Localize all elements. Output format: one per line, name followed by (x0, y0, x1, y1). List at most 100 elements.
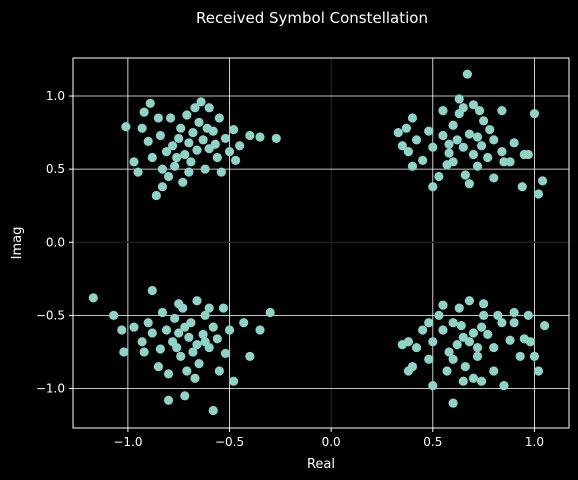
scatter-point (428, 337, 438, 347)
scatter-point (198, 135, 208, 145)
scatter-point (170, 161, 180, 171)
scatter-point (119, 347, 129, 357)
scatter-point (499, 157, 509, 167)
plot-frame (72, 57, 570, 429)
scatter-point (468, 149, 479, 160)
scatter-point (418, 325, 428, 335)
scatter-point (190, 373, 200, 383)
scatter-point (204, 103, 214, 113)
x-tick-label: 1.0 (525, 435, 544, 449)
scatter-point (497, 318, 507, 328)
scatter-points (88, 69, 550, 416)
scatter-point (172, 152, 182, 163)
scatter-point (139, 107, 149, 117)
scatter-point (509, 318, 519, 328)
scatter-point (133, 167, 143, 177)
scatter-point (424, 126, 434, 136)
scatter-point (235, 141, 245, 151)
scatter-point (493, 310, 503, 320)
scatter-point (218, 303, 229, 313)
scatter-point (129, 157, 139, 167)
scatter-point (403, 366, 414, 376)
scatter-point (182, 110, 192, 120)
scatter-point (145, 98, 155, 108)
scatter-point (186, 318, 196, 328)
scatter-point (407, 113, 418, 123)
scatter-point (468, 100, 479, 110)
scatter-point (464, 129, 474, 139)
scatter-point (168, 141, 178, 151)
scatter-point (121, 122, 131, 132)
scatter-point (428, 380, 438, 391)
scatter-point (188, 347, 198, 357)
scatter-point (147, 285, 157, 296)
scatter-point (157, 307, 168, 318)
scatter-point (456, 321, 466, 331)
scatter-point (255, 325, 265, 335)
scatter-point (214, 366, 224, 376)
scatter-point (200, 310, 210, 320)
scatter-point (198, 329, 208, 340)
scatter-point (397, 340, 407, 350)
scatter-point (200, 164, 210, 174)
scatter-point (442, 366, 452, 376)
scatter-point (509, 138, 519, 148)
scatter-point (444, 139, 454, 149)
scatter-point (161, 146, 172, 157)
scatter-point (155, 130, 166, 141)
scatter-point (109, 310, 119, 320)
scatter-point (529, 108, 540, 119)
scatter-point (479, 299, 489, 309)
scatter-point (174, 328, 184, 338)
scatter-point (212, 334, 222, 344)
scatter-point (214, 113, 224, 123)
scatter-point (448, 120, 458, 130)
scatter-point (448, 157, 458, 167)
scatter-point (424, 318, 434, 328)
scatter-point (523, 310, 533, 320)
scatter-point (452, 135, 462, 145)
scatter-point (483, 152, 493, 163)
scatter-point (537, 176, 548, 186)
scatter-point (397, 141, 407, 151)
scatter-point (88, 293, 98, 303)
y-tick-label: 0.0 (46, 235, 65, 249)
scatter-point (411, 135, 422, 145)
scatter-point (509, 307, 519, 318)
scatter-point (472, 342, 483, 353)
scatter-point (174, 133, 184, 144)
x-tick-label: 0.0 (322, 435, 341, 449)
scatter-point (403, 146, 414, 157)
scatter-point (143, 136, 153, 146)
x-tick-label: 0.5 (423, 435, 442, 449)
scatter-point (192, 296, 202, 306)
scatter-point (448, 354, 458, 364)
scatter-point (489, 342, 499, 353)
scatter-point (472, 161, 483, 171)
scatter-point (143, 318, 153, 328)
scatter-point (489, 135, 499, 145)
scatter-point (157, 164, 168, 174)
scatter-point (137, 337, 147, 347)
scatter-point (393, 127, 403, 138)
scatter-point (472, 132, 483, 142)
scatter-point (208, 322, 218, 332)
scatter-point (184, 138, 194, 148)
y-tick-label: 0.5 (46, 162, 65, 176)
scatter-point (194, 359, 204, 369)
scatter-point (184, 332, 194, 342)
y-tick-label: −0.5 (36, 308, 65, 322)
axis-ticks: −1.0 −0.5 0.0 0.5 1.0 −1.0 −0.5 0.0 0.5 1.0 (36, 89, 544, 449)
scatter-point (170, 313, 180, 323)
scatter-point (196, 97, 206, 107)
scatter-point (434, 310, 444, 320)
scatter-point (224, 146, 235, 157)
scatter-point (476, 322, 487, 332)
scatter-point (428, 182, 438, 192)
scatter-point (529, 351, 540, 361)
scatter-point (163, 369, 174, 379)
scatter-point (212, 152, 222, 163)
scatter-point (476, 376, 487, 386)
scatter-point (452, 340, 462, 350)
scatter-point (231, 155, 241, 165)
